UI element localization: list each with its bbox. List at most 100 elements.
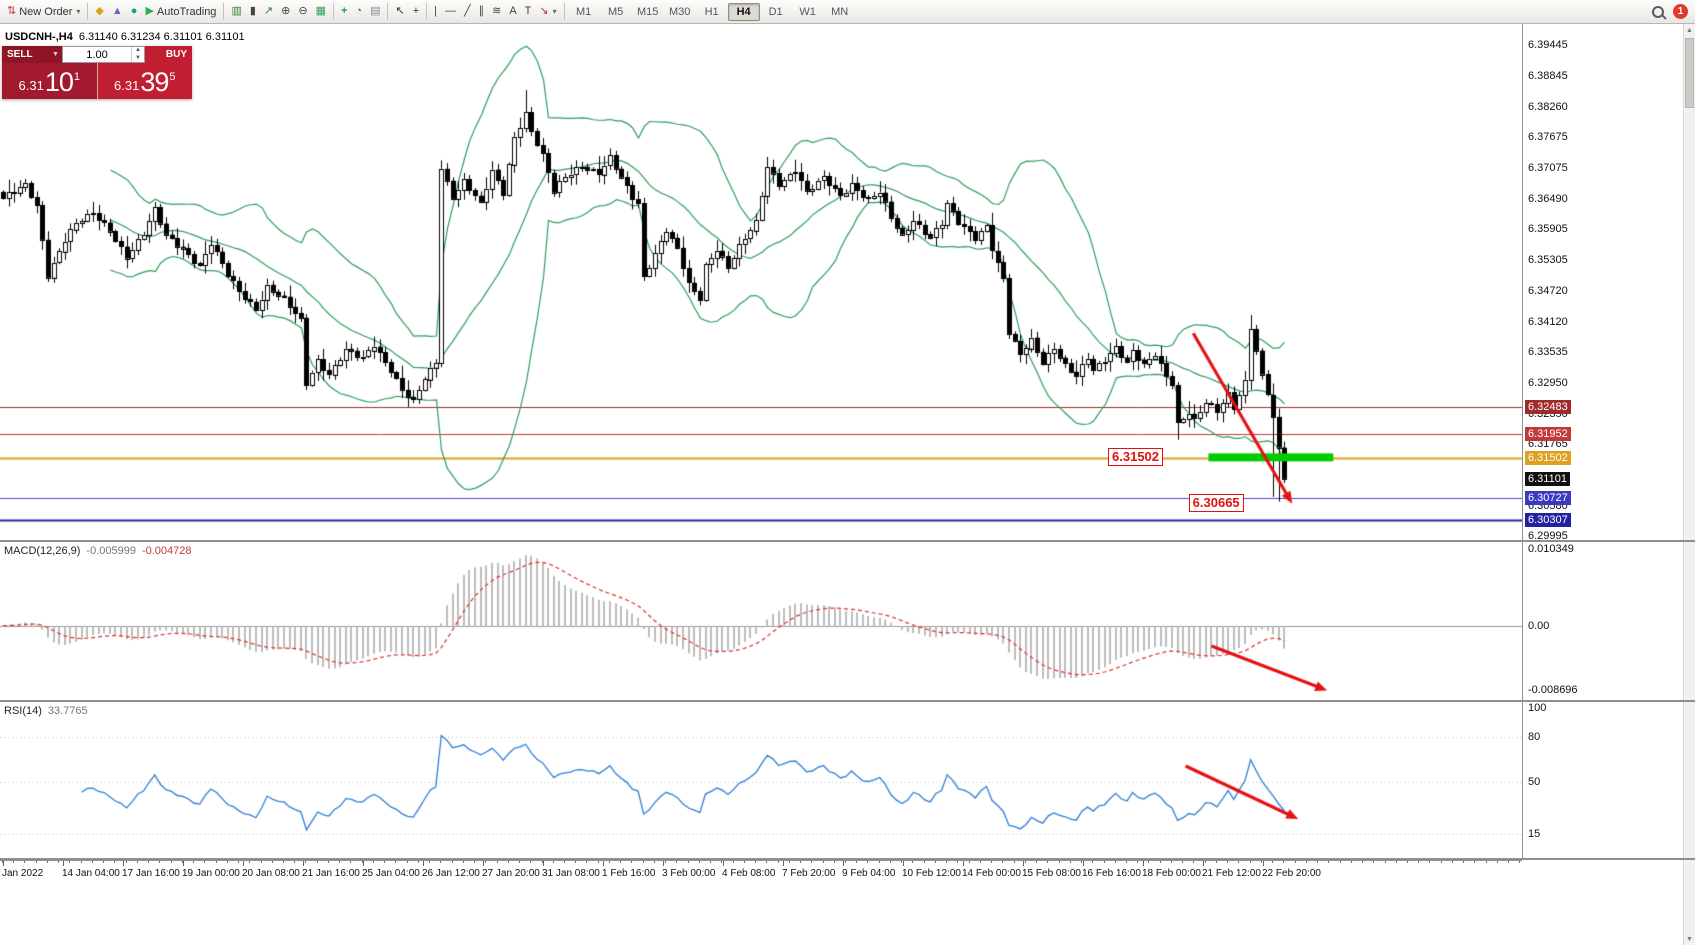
time-label: 19 Jan 00:00 [182, 868, 240, 879]
expert-advisors-button[interactable]: ◆ [91, 2, 107, 22]
axis-divider [1522, 24, 1523, 860]
zoom-out-button[interactable]: ⊖ [294, 2, 311, 22]
time-major-tick [663, 861, 664, 866]
scrollbar-thumb[interactable] [1685, 38, 1694, 108]
time-minor-tick [114, 861, 115, 863]
pane-splitter-2[interactable] [0, 700, 1695, 702]
timeframe-h1[interactable]: H1 [704, 5, 719, 18]
time-label: 21 Feb 12:00 [1202, 868, 1261, 879]
time-minor-tick [1216, 861, 1217, 863]
trendline-button[interactable]: ╱ [460, 2, 475, 22]
time-minor-tick [575, 861, 576, 863]
time-label: 4 Feb 08:00 [722, 868, 776, 879]
periods-button[interactable]: ◔ [351, 2, 366, 22]
market-button[interactable]: ● [127, 2, 142, 22]
channel-button[interactable]: ∥ [475, 2, 489, 22]
autotrading-button[interactable]: ▶ AutoTrading [141, 2, 220, 22]
time-minor-tick [395, 861, 396, 863]
scrollbar-down-arrow[interactable]: ▼ [1686, 935, 1693, 943]
time-minor-tick [699, 861, 700, 863]
sell-price-big: 10 [44, 67, 74, 97]
timeframe-mn[interactable]: MN [831, 5, 849, 18]
macd-canvas[interactable] [0, 542, 1522, 700]
volume-spinner[interactable]: ▲ ▼ [131, 47, 144, 62]
time-minor-tick [1182, 861, 1183, 863]
volume-up-arrow[interactable]: ▲ [135, 47, 141, 54]
crosshair-button[interactable]: + [409, 2, 423, 22]
label-button[interactable]: T [521, 2, 536, 22]
new-order-label: New Order [19, 5, 73, 18]
time-label: 16 Feb 16:00 [1082, 868, 1141, 879]
time-minor-tick [463, 861, 464, 863]
notification-badge[interactable]: 1 [1673, 4, 1688, 19]
vertical-line-button[interactable]: | [430, 2, 441, 22]
time-minor-tick [305, 861, 306, 863]
time-major-tick [1203, 861, 1204, 866]
timeframe-m15[interactable]: M15 [636, 5, 659, 18]
time-minor-tick [238, 861, 239, 863]
pane-splitter-1[interactable] [0, 540, 1695, 542]
time-minor-tick [1036, 861, 1037, 863]
time-minor-tick [654, 861, 655, 863]
tile-windows-button[interactable]: ▦ [312, 2, 330, 22]
time-major-tick [483, 861, 484, 866]
arrows-button[interactable]: ↘ ▾ [535, 2, 560, 22]
price-axis-label: 6.37075 [1528, 162, 1568, 175]
templates-button[interactable]: ▤ [366, 2, 384, 22]
time-minor-tick [957, 861, 958, 863]
line-chart-button[interactable]: ↗ [260, 2, 277, 22]
time-minor-tick [1025, 861, 1026, 863]
zoom-in-button[interactable]: ⊕ [277, 2, 294, 22]
time-minor-tick [182, 861, 183, 863]
timeframe-h4[interactable]: H4 [727, 2, 760, 21]
time-minor-tick [620, 861, 621, 863]
new-order-button[interactable]: ⇅ New Order ▾ [3, 2, 84, 22]
scrollbar-up-arrow[interactable]: ▲ [1686, 26, 1693, 34]
sell-button[interactable]: 6.31 10 1 [2, 63, 98, 99]
bar-chart-button[interactable]: ▥ [227, 2, 245, 22]
cursor-button[interactable]: ↖ [391, 2, 408, 22]
candlestick-chart-button[interactable]: ▮ [246, 2, 260, 22]
time-minor-tick [800, 861, 801, 863]
time-minor-tick [384, 861, 385, 863]
time-major-tick [1263, 861, 1264, 866]
time-minor-tick [497, 861, 498, 863]
time-minor-tick [969, 861, 970, 863]
time-minor-tick [1092, 861, 1093, 863]
buy-button[interactable]: 6.31 39 5 [97, 63, 192, 99]
timeframe-m30[interactable]: M30 [668, 5, 691, 18]
text-button[interactable]: A [505, 2, 520, 22]
time-minor-tick [1081, 861, 1082, 863]
toolbar-separator [563, 3, 565, 20]
price-chart-canvas[interactable] [0, 24, 1522, 540]
time-minor-tick [733, 861, 734, 863]
volume-input[interactable]: 1.00 ▲ ▼ [62, 46, 145, 63]
horizontal-line-button[interactable]: — [441, 2, 460, 22]
timeframe-m1[interactable]: M1 [576, 5, 592, 18]
timeframe-m5[interactable]: M5 [608, 5, 624, 18]
timeframe-w1[interactable]: W1 [799, 5, 816, 18]
time-major-tick [123, 861, 124, 866]
time-minor-tick [373, 861, 374, 863]
time-minor-tick [935, 861, 936, 863]
rsi-canvas[interactable] [0, 702, 1522, 858]
timeframe-d1[interactable]: D1 [768, 5, 783, 18]
time-minor-tick [485, 861, 486, 863]
metaeditor-icon: ▲ [111, 5, 123, 17]
window-scrollbar[interactable]: ▲ ▼ [1683, 24, 1695, 945]
volume-value[interactable]: 1.00 [86, 48, 108, 61]
volume-down-arrow[interactable]: ▼ [135, 54, 141, 61]
time-minor-tick [1193, 861, 1194, 863]
time-major-tick [783, 861, 784, 866]
time-major-tick [3, 861, 4, 866]
trade-options-caret[interactable]: ▼ [49, 46, 62, 63]
pane-splitter-3[interactable] [0, 858, 1695, 860]
search-icon[interactable] [1652, 5, 1664, 18]
metaeditor-button[interactable]: ▲ [108, 2, 127, 22]
fibonacci-button[interactable]: ≋ [488, 2, 505, 22]
time-minor-tick [227, 861, 228, 863]
price-tag: 6.32483 [1525, 399, 1571, 414]
time-minor-tick [1002, 861, 1003, 863]
indicators-button[interactable]: + [337, 2, 351, 22]
time-minor-tick [1474, 861, 1475, 863]
